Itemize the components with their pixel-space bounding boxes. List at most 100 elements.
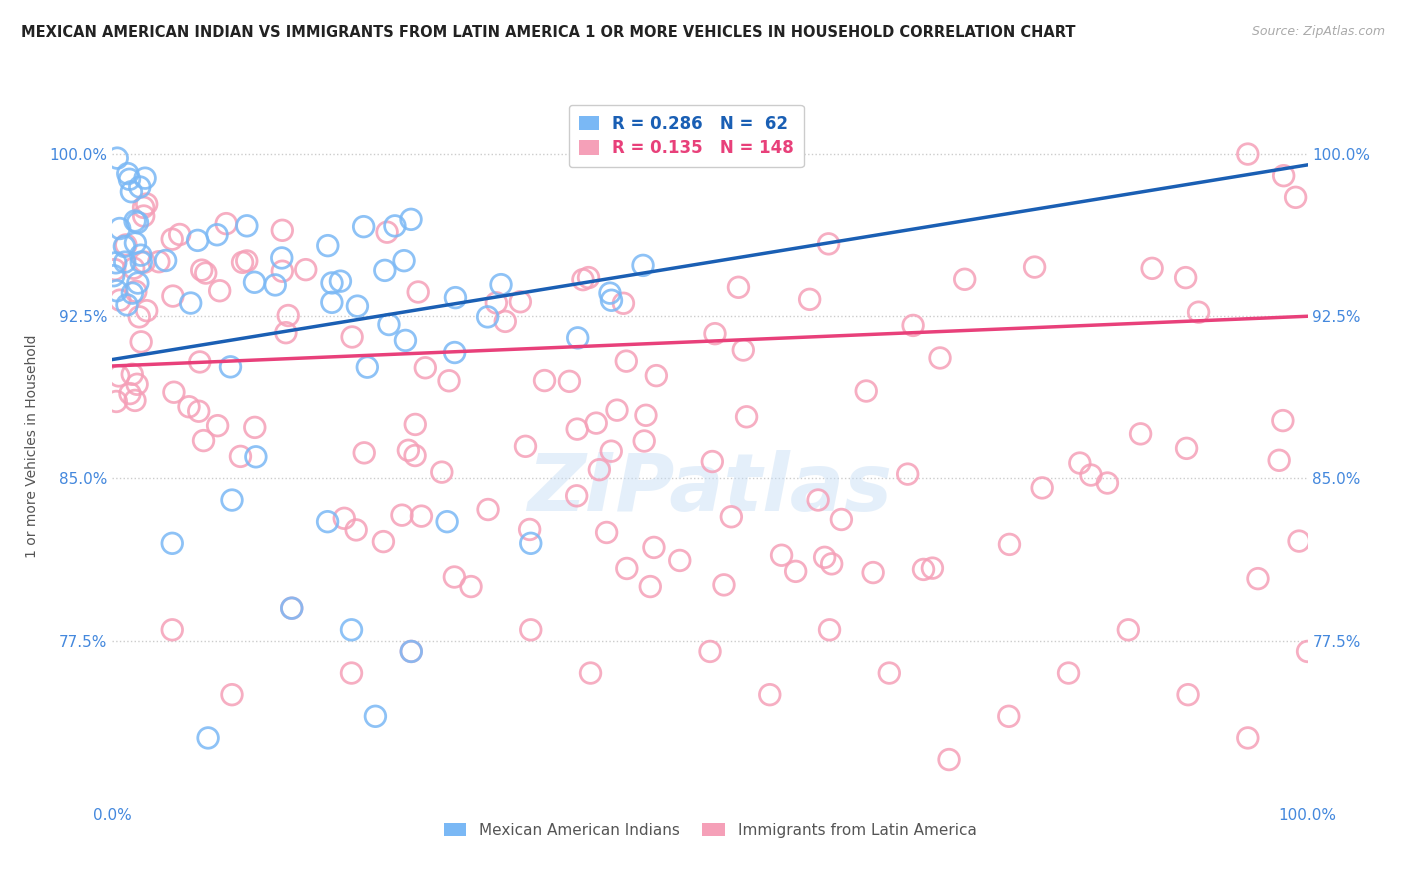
Point	[129, 255, 152, 269]
Point	[353, 446, 375, 460]
Point	[1097, 476, 1119, 491]
Point	[264, 277, 287, 292]
Point	[104, 256, 127, 270]
Point	[124, 393, 146, 408]
Point	[117, 167, 139, 181]
Point	[578, 270, 600, 285]
Point	[394, 334, 416, 348]
Point	[229, 450, 252, 464]
Point	[236, 219, 259, 233]
Point	[519, 523, 541, 537]
Point	[221, 688, 243, 702]
Point	[477, 502, 499, 516]
Point	[127, 276, 149, 290]
Text: Source: ZipAtlas.com: Source: ZipAtlas.com	[1251, 25, 1385, 38]
Point	[105, 284, 128, 298]
Point	[727, 280, 749, 294]
Point	[321, 295, 343, 310]
Point	[515, 439, 537, 453]
Point	[274, 326, 297, 340]
Point	[1177, 688, 1199, 702]
Point	[120, 185, 142, 199]
Point	[207, 418, 229, 433]
Point	[118, 172, 141, 186]
Point	[1080, 468, 1102, 483]
Point	[567, 331, 589, 345]
Point	[643, 541, 665, 555]
Point	[118, 386, 141, 401]
Point	[912, 562, 935, 576]
Point	[128, 180, 150, 194]
Point	[855, 384, 877, 398]
Point	[929, 351, 952, 365]
Point	[702, 454, 724, 468]
Point	[879, 666, 901, 681]
Point	[489, 277, 512, 292]
Point	[814, 550, 837, 565]
Point	[356, 360, 378, 375]
Point	[316, 238, 339, 252]
Point	[799, 293, 821, 307]
Point	[770, 548, 793, 562]
Point	[243, 420, 266, 434]
Point	[404, 417, 426, 432]
Point	[520, 623, 543, 637]
Point	[105, 394, 128, 409]
Point	[333, 511, 356, 525]
Point	[436, 515, 458, 529]
Point	[271, 223, 294, 237]
Point	[219, 359, 242, 374]
Point	[194, 266, 217, 280]
Point	[1237, 147, 1260, 161]
Point	[128, 310, 150, 324]
Point	[177, 400, 200, 414]
Point	[443, 345, 465, 359]
Point	[1187, 305, 1209, 319]
Point	[437, 374, 460, 388]
Point	[998, 537, 1021, 551]
Point	[127, 216, 149, 230]
Point	[245, 450, 267, 464]
Point	[1024, 260, 1046, 274]
Point	[759, 688, 782, 702]
Point	[122, 261, 145, 276]
Point	[1237, 731, 1260, 745]
Point	[135, 303, 157, 318]
Point	[733, 343, 755, 357]
Y-axis label: 1 or more Vehicles in Household: 1 or more Vehicles in Household	[24, 334, 38, 558]
Point	[1175, 442, 1198, 456]
Point	[953, 272, 976, 286]
Point	[612, 296, 634, 310]
Point	[633, 434, 655, 448]
Point	[567, 422, 589, 436]
Point	[215, 217, 238, 231]
Point	[294, 262, 316, 277]
Point	[830, 512, 852, 526]
Point	[160, 232, 183, 246]
Point	[127, 377, 149, 392]
Point	[346, 299, 368, 313]
Point	[477, 310, 499, 324]
Point	[645, 368, 668, 383]
Point	[565, 489, 588, 503]
Point	[205, 227, 228, 242]
Point	[105, 151, 128, 165]
Point	[443, 570, 465, 584]
Point	[384, 219, 406, 233]
Point	[124, 235, 146, 250]
Point	[399, 212, 422, 227]
Point	[134, 171, 156, 186]
Point	[221, 493, 243, 508]
Point	[121, 368, 143, 382]
Point	[169, 227, 191, 242]
Point	[1031, 481, 1053, 495]
Point	[430, 465, 453, 479]
Point	[378, 318, 401, 332]
Point	[316, 515, 339, 529]
Point	[817, 236, 839, 251]
Point	[600, 293, 623, 308]
Point	[243, 275, 266, 289]
Point	[1271, 414, 1294, 428]
Point	[125, 285, 148, 299]
Point	[520, 536, 543, 550]
